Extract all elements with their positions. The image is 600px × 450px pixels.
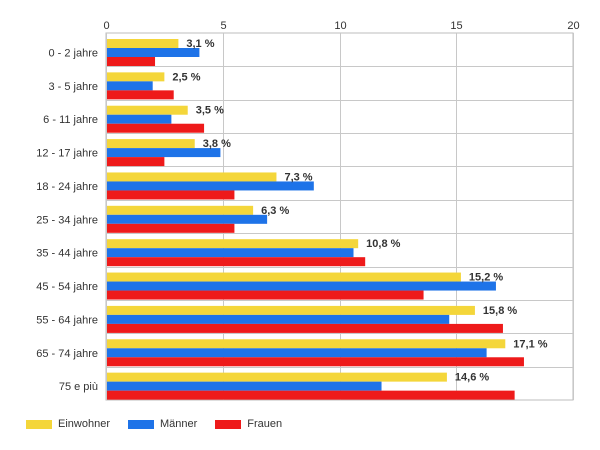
bar-männer (107, 48, 200, 57)
bar-frauen (107, 390, 515, 400)
bar-männer (107, 248, 354, 258)
y-category-label: 6 - 11 jahre (43, 114, 98, 126)
bar-einwohner (107, 72, 165, 82)
bar-männer (107, 148, 221, 158)
bar-männer (107, 348, 487, 358)
data-label: 15,2 % (469, 272, 503, 284)
bar-männer (107, 314, 450, 324)
y-category-label: 55 - 64 jahre (36, 314, 98, 326)
data-label: 17,1 % (513, 338, 547, 350)
bar-einwohner (107, 272, 461, 282)
x-tick-label: 0 (103, 20, 109, 32)
bar-einwohner (107, 339, 506, 349)
bar-frauen (107, 57, 156, 66)
bar-einwohner (107, 239, 359, 249)
chart-legend: Einwohner Männer Frauen (26, 416, 300, 432)
bar-frauen (107, 357, 524, 367)
data-label: 6,3 % (261, 205, 289, 217)
bar-männer (107, 114, 172, 124)
bar-männer (107, 281, 496, 291)
data-label: 3,1 % (186, 38, 214, 50)
data-label: 14,6 % (455, 372, 489, 384)
bar-frauen (107, 190, 235, 200)
bar-einwohner (107, 172, 277, 182)
x-tick-label: 5 (220, 20, 226, 32)
data-label: 15,8 % (483, 305, 517, 317)
y-category-label: 3 - 5 jahre (48, 81, 98, 93)
bar-frauen (107, 123, 205, 133)
bar-frauen (107, 290, 424, 300)
data-label: 7,3 % (284, 171, 312, 183)
legend-item-einwohner: Einwohner (26, 418, 110, 430)
bar-einwohner (107, 105, 188, 115)
legend-swatch (127, 419, 154, 429)
legend-label: Frauen (247, 418, 283, 430)
bar-frauen (107, 157, 165, 167)
bar-männer (107, 81, 153, 91)
bar-einwohner (107, 372, 447, 382)
bar-männer (107, 381, 382, 391)
bar-frauen (107, 90, 174, 100)
data-label: 3,8 % (203, 138, 231, 150)
legend-label: Männer (159, 418, 198, 430)
y-category-label: 0 - 2 jahre (48, 48, 98, 60)
bar-einwohner (107, 205, 254, 215)
legend-label: Einwohner (58, 418, 110, 430)
y-category-label: 35 - 44 jahre (36, 248, 98, 260)
y-category-label: 75 e più (59, 381, 98, 393)
bar-männer (107, 181, 314, 191)
data-label: 2,5 % (172, 71, 200, 83)
y-category-label: 12 - 17 jahre (36, 148, 98, 160)
bar-einwohner (107, 139, 195, 149)
bar-einwohner (107, 39, 179, 48)
bar-frauen (107, 257, 366, 267)
legend-swatch (26, 419, 52, 429)
x-tick-label: 20 (567, 20, 579, 32)
data-label: 3,5 % (196, 105, 224, 117)
y-category-label: 25 - 34 jahre (36, 214, 98, 226)
bar-einwohner (107, 305, 475, 315)
legend-item-männer: Männer (127, 418, 198, 430)
y-category-label: 18 - 24 jahre (36, 181, 98, 193)
y-category-label: 65 - 74 jahre (36, 348, 98, 360)
legend-item-frauen: Frauen (215, 418, 282, 430)
y-category-label: 45 - 54 jahre (36, 281, 98, 293)
bar-frauen (107, 323, 503, 333)
bar-männer (107, 214, 268, 224)
bar-frauen (107, 223, 235, 233)
legend-swatch (215, 419, 242, 429)
x-tick-label: 10 (334, 20, 346, 32)
x-tick-label: 15 (450, 20, 462, 32)
data-label: 10,8 % (366, 238, 400, 250)
